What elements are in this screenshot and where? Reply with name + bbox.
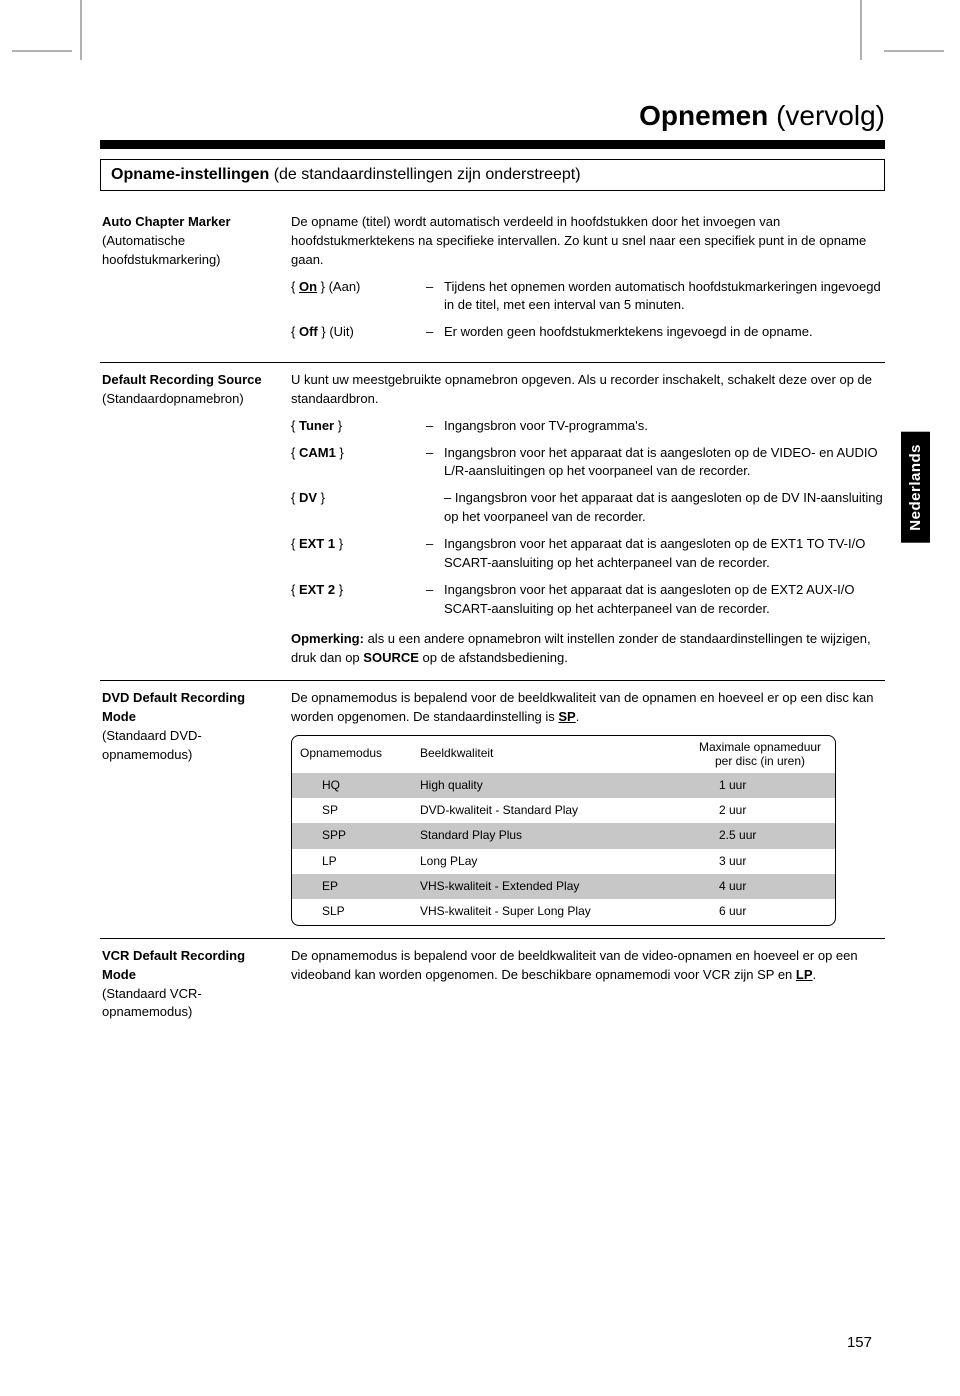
option-key: { On } (Aan) (291, 278, 426, 324)
table-row: SLPVHS-kwaliteit - Super Long Play6 uur (292, 899, 835, 924)
entry-left: Default Recording Source(Standaardopname… (100, 367, 285, 676)
section-header: Opname-instellingen (de standaardinstell… (100, 159, 885, 191)
table-header: Beeldkwaliteit (412, 736, 685, 773)
entry-right: De opname (titel) wordt automatisch verd… (285, 209, 885, 358)
option-key: { EXT 2 } (291, 581, 426, 627)
table-header: Maximale opnameduurper disc (in uren) (685, 736, 835, 773)
page-title-paren: (vervolg) (776, 100, 885, 131)
title-rule (100, 140, 885, 149)
entry-note: Opmerking: als u een andere opnamebron w… (291, 630, 885, 668)
table-header: Opnamemodus (292, 736, 412, 773)
entry-name: DVD Default Recording Mode (102, 689, 275, 727)
table-row: EPVHS-kwaliteit - Extended Play4 uur (292, 874, 835, 899)
entry-left: Auto Chapter Marker(Automatische hoofdst… (100, 209, 285, 358)
table-cell: HQ (292, 773, 412, 798)
entry-right: De opnamemodus is bepalend voor de beeld… (285, 685, 885, 934)
entry-sub: (Automatische hoofdstukmarkering) (102, 232, 275, 270)
table-cell: Long PLay (412, 849, 685, 874)
option-desc: Ingangsbron voor het apparaat dat is aan… (444, 535, 885, 581)
table-cell: SP (292, 798, 412, 823)
entry-sub: (Standaard VCR-opnamemodus) (102, 985, 275, 1023)
table-row: HQHigh quality1 uur (292, 773, 835, 798)
table-row: SPPStandard Play Plus2.5 uur (292, 823, 835, 848)
option-row: { CAM1 }–Ingangsbron voor het apparaat d… (291, 444, 885, 490)
entry-right: U kunt uw meestgebruikte opnamebron opge… (285, 367, 885, 676)
option-row: { On } (Aan)–Tijdens het opnemen worden … (291, 278, 885, 324)
options-list: { Tuner }–Ingangsbron voor TV-programma'… (291, 417, 885, 627)
option-key: { CAM1 } (291, 444, 426, 490)
option-dash: – (426, 417, 444, 444)
table-cell: 2 uur (685, 798, 835, 823)
table-cell: 4 uur (685, 874, 835, 899)
option-key: { Tuner } (291, 417, 426, 444)
table-cell: DVD-kwaliteit - Standard Play (412, 798, 685, 823)
recording-mode-table: OpnamemodusBeeldkwaliteitMaximale opname… (291, 735, 836, 926)
option-desc: Ingangsbron voor TV-programma's. (444, 417, 885, 444)
option-dash: – (426, 323, 444, 350)
table-row: LPLong PLay3 uur (292, 849, 835, 874)
option-desc: – Ingangsbron voor het apparaat dat is a… (444, 489, 885, 535)
settings-entry: Default Recording Source(Standaardopname… (100, 362, 885, 676)
option-key: { Off } (Uit) (291, 323, 426, 350)
entry-name: Auto Chapter Marker (102, 213, 275, 232)
entry-intro: U kunt uw meestgebruikte opnamebron opge… (291, 371, 885, 409)
table-row: SPDVD-kwaliteit - Standard Play2 uur (292, 798, 835, 823)
entry-left: DVD Default Recording Mode(Standaard DVD… (100, 685, 285, 934)
option-key: { EXT 1 } (291, 535, 426, 581)
table-cell: VHS-kwaliteit - Super Long Play (412, 899, 685, 924)
entry-sub: (Standaard DVD-opnamemodus) (102, 727, 275, 765)
table-cell: 2.5 uur (685, 823, 835, 848)
option-row: { EXT 1 }–Ingangsbron voor het apparaat … (291, 535, 885, 581)
settings-entry: Auto Chapter Marker(Automatische hoofdst… (100, 205, 885, 358)
option-row: { DV } – Ingangsbron voor het apparaat da… (291, 489, 885, 535)
option-dash: – (426, 444, 444, 490)
table-cell: Standard Play Plus (412, 823, 685, 848)
settings-entry: VCR Default Recording Mode(Standaard VCR… (100, 938, 885, 1030)
entry-intro: De opname (titel) wordt automatisch verd… (291, 213, 885, 270)
option-desc: Ingangsbron voor het apparaat dat is aan… (444, 581, 885, 627)
section-header-bold: Opname-instellingen (111, 166, 269, 183)
table-cell: 3 uur (685, 849, 835, 874)
option-desc: Er worden geen hoofdstukmerktekens ingev… (444, 323, 885, 350)
section-header-light: (de standaardinstellingen zijn onderstre… (274, 166, 581, 183)
option-dash: – (426, 535, 444, 581)
entry-name: Default Recording Source (102, 371, 275, 390)
option-row: { Tuner }–Ingangsbron voor TV-programma'… (291, 417, 885, 444)
option-row: { EXT 2 }–Ingangsbron voor het apparaat … (291, 581, 885, 627)
option-dash: – (426, 278, 444, 324)
entry-intro: De opnamemodus is bepalend voor de beeld… (291, 689, 885, 727)
table-cell: EP (292, 874, 412, 899)
table-cell: SLP (292, 899, 412, 924)
language-side-tab: Nederlands (901, 432, 930, 543)
table-cell: High quality (412, 773, 685, 798)
option-desc: Tijdens het opnemen worden automatisch h… (444, 278, 885, 324)
entry-sub: (Standaardopnamebron) (102, 390, 275, 409)
table-cell: SPP (292, 823, 412, 848)
option-desc: Ingangsbron voor het apparaat dat is aan… (444, 444, 885, 490)
page-title: Opnemen (vervolg) (100, 100, 885, 132)
option-dash: – (426, 581, 444, 627)
option-row: { Off } (Uit)–Er worden geen hoofdstukme… (291, 323, 885, 350)
table-cell: 6 uur (685, 899, 835, 924)
option-dash (426, 489, 444, 535)
options-list: { On } (Aan)–Tijdens het opnemen worden … (291, 278, 885, 351)
table-cell: LP (292, 849, 412, 874)
entry-name: VCR Default Recording Mode (102, 947, 275, 985)
entry-intro: De opnamemodus is bepalend voor de beeld… (291, 947, 885, 985)
entry-right: De opnamemodus is bepalend voor de beeld… (285, 943, 885, 1030)
option-key: { DV } (291, 489, 426, 535)
entry-left: VCR Default Recording Mode(Standaard VCR… (100, 943, 285, 1030)
settings-entry: DVD Default Recording Mode(Standaard DVD… (100, 680, 885, 934)
page-title-main: Opnemen (639, 100, 768, 131)
table-cell: VHS-kwaliteit - Extended Play (412, 874, 685, 899)
table-cell: 1 uur (685, 773, 835, 798)
page-number: 157 (847, 1334, 872, 1351)
